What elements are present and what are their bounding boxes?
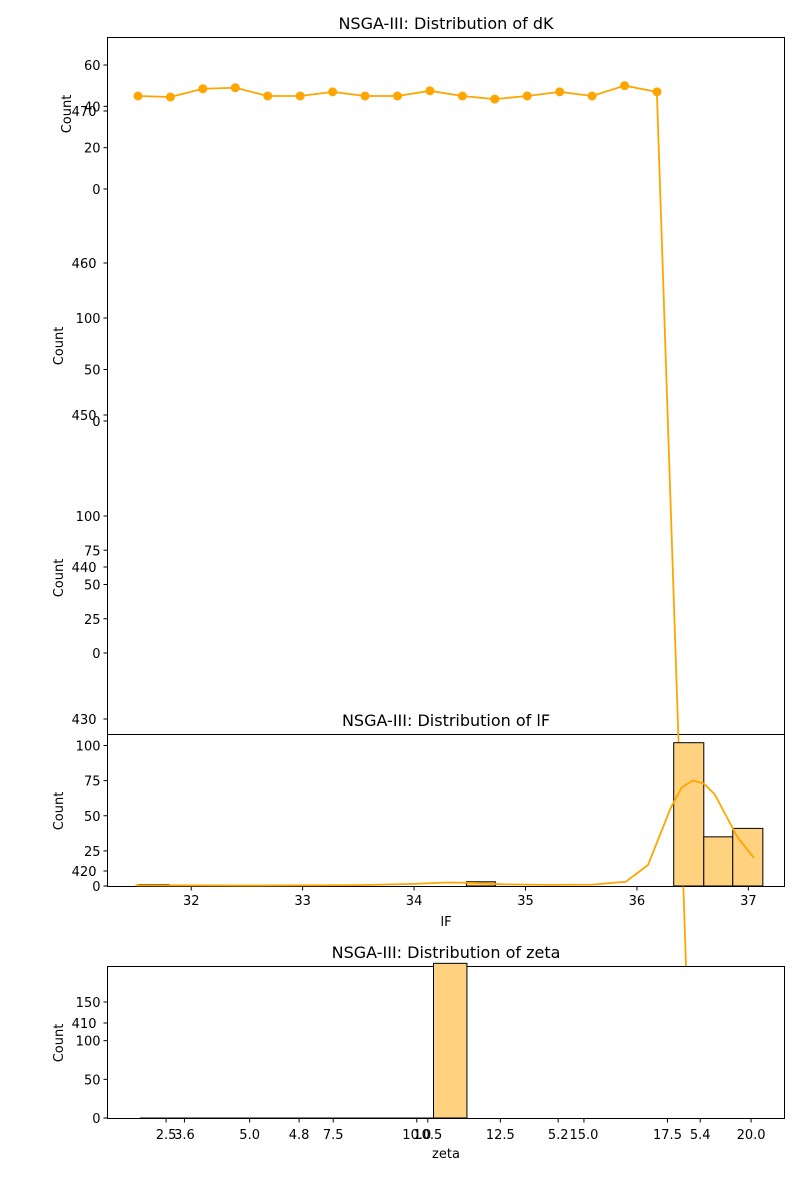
- lf-ytick-label: 25: [84, 845, 101, 860]
- lf-title: NSGA-III: Distribution of lF: [342, 711, 550, 730]
- lf-xlabel: lF: [440, 915, 451, 930]
- zeta-bar: [433, 962, 468, 1119]
- dk-ylabel: Count: [60, 95, 75, 134]
- blank-b-ytick-label: 50: [84, 579, 101, 594]
- lf-bar: [673, 742, 705, 887]
- blank-b-ylabel: Count: [52, 559, 67, 598]
- lf-kde-line: [135, 779, 755, 887]
- overlay-xtick-label: 10.5: [413, 1128, 442, 1143]
- zeta-ytick-label: 0: [92, 1112, 100, 1127]
- dk-point: [230, 83, 240, 93]
- dk-point: [263, 91, 273, 101]
- dk-point: [165, 92, 175, 102]
- dk-point: [133, 91, 143, 101]
- dk-ytick-label: 0: [92, 183, 100, 198]
- blank-b-ytick-label: 0: [92, 647, 100, 662]
- dk-point: [328, 87, 338, 97]
- lf-xtick-label: 35: [517, 894, 534, 909]
- blank-a-ytick-label: 100: [76, 312, 101, 327]
- zeta-xlabel: zeta: [432, 1147, 460, 1162]
- lf-bar: [703, 836, 734, 887]
- overlay-xtick-label: 5.4: [690, 1128, 711, 1143]
- dk-point: [587, 91, 597, 101]
- overlay-xtick-label: 5.2: [548, 1128, 569, 1143]
- dk-point: [393, 91, 402, 101]
- dk-point: [652, 87, 662, 97]
- dk-axes-frame: [107, 37, 785, 735]
- zeta-title: NSGA-III: Distribution of zeta: [332, 943, 561, 962]
- dk-point: [360, 91, 370, 101]
- overlay-ytick-label: 470: [72, 105, 97, 120]
- blank-a-ylabel: Count: [52, 327, 67, 366]
- zeta-ylabel: Count: [52, 1024, 67, 1063]
- zeta-ytick-label: 150: [76, 996, 101, 1011]
- lf-ytick-label: 100: [76, 740, 101, 755]
- zeta-ytick-label: 50: [84, 1073, 101, 1088]
- zeta-xtick-label: 15.0: [569, 1128, 598, 1143]
- blank-b-ytick-label: 100: [76, 510, 101, 525]
- dk-ytick-label: 60: [84, 59, 101, 74]
- lf-axes-frame: [107, 734, 785, 887]
- lf-ylabel: Count: [52, 792, 67, 831]
- overlay-xtick-label: 3.6: [174, 1128, 195, 1143]
- lf-ytick-label: 50: [84, 810, 101, 825]
- zeta-xtick-label: 5.0: [239, 1128, 260, 1143]
- dk-point: [425, 86, 435, 96]
- blank-b-ytick-label: 25: [84, 613, 101, 628]
- dk-point: [555, 87, 565, 97]
- zeta-ytick-label: 100: [76, 1035, 101, 1050]
- dk-point: [457, 91, 467, 101]
- overlay-ytick-label: 410: [72, 1017, 97, 1032]
- zeta-xtick-label: 20.0: [737, 1128, 766, 1143]
- overlay-xtick-label: 4.8: [289, 1128, 310, 1143]
- zeta-xtick-label: 2.5: [156, 1128, 177, 1143]
- zeta-xtick-label: 10.0: [402, 1128, 431, 1143]
- dk-point: [522, 91, 532, 101]
- blank-a-ytick-label: 0: [92, 415, 100, 430]
- lf-xtick-label: 32: [183, 894, 200, 909]
- overlay-ytick-label: 460: [72, 257, 97, 272]
- lf-xtick-label: 34: [406, 894, 423, 909]
- lf-ytick-label: 0: [92, 880, 100, 895]
- overlay-ytick-label: 420: [72, 865, 97, 880]
- zeta-xtick-label: 17.5: [653, 1128, 682, 1143]
- overlay-ytick-label: 430: [72, 713, 97, 728]
- lf-xtick-label: 36: [629, 894, 646, 909]
- overlay-ytick-label: 450: [72, 409, 97, 424]
- dk-ytick-label: 40: [84, 100, 101, 115]
- zeta-xtick-label: 7.5: [323, 1128, 344, 1143]
- dk-point: [198, 84, 208, 94]
- lf-xtick-label: 33: [294, 894, 311, 909]
- blank-b-ytick-label: 75: [84, 544, 101, 559]
- zeta-xtick-label: 12.5: [486, 1128, 515, 1143]
- dk-point: [490, 94, 500, 104]
- lf-xtick-label: 37: [740, 894, 757, 909]
- dk-title: NSGA-III: Distribution of dK: [338, 14, 554, 33]
- dk-point: [620, 81, 630, 91]
- blank-a-ytick-label: 50: [84, 364, 101, 379]
- chart-marks: 0 20 40 60 470 460 450 440 430 420 410 0 50 100 0 25 50 7…: [72, 59, 766, 1143]
- dk-point: [295, 91, 305, 101]
- overlay-ytick-label: 440: [72, 561, 97, 576]
- dk-ytick-label: 20: [84, 142, 101, 157]
- lf-ytick-label: 75: [84, 775, 101, 790]
